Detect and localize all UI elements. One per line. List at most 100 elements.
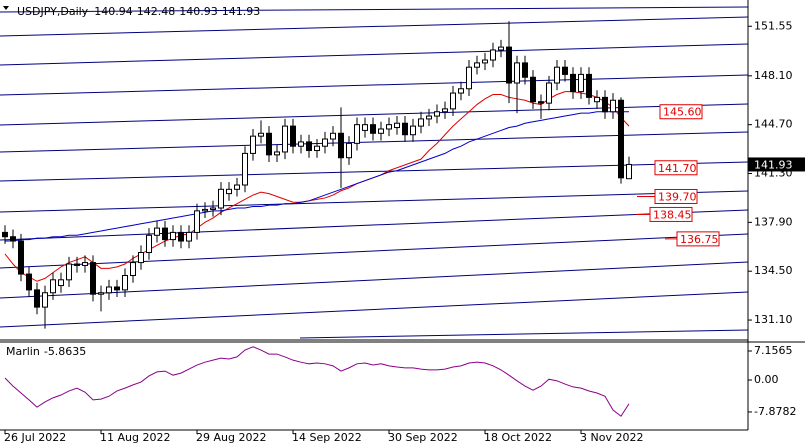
candle-body [330, 132, 336, 140]
candle-body [178, 231, 184, 242]
trend-line [0, 190, 749, 213]
candle-body [514, 62, 520, 84]
candle-body [106, 286, 112, 294]
candle-body [66, 263, 72, 281]
candle-body [10, 236, 16, 242]
candle-body [242, 152, 248, 186]
candle-body [602, 96, 608, 113]
candle-body [226, 188, 232, 195]
candle-body [162, 227, 168, 241]
candle-body [506, 46, 512, 84]
x-tick-label: 18 Oct 2022 [484, 431, 552, 444]
y-tick-label: 151.55 [754, 19, 793, 32]
candle-body [530, 76, 536, 103]
trend-line [0, 233, 749, 269]
candle-body [546, 82, 552, 104]
trend-line [0, 6, 749, 13]
y-tick-label: 137.90 [754, 215, 793, 228]
candle-body [274, 151, 280, 156]
candle-body [522, 62, 528, 78]
x-tick-label: 30 Sep 2022 [388, 431, 458, 444]
candle-body [474, 62, 480, 68]
candle-body [410, 125, 416, 136]
candle-body [498, 46, 504, 51]
header-open: 140.94 [94, 5, 133, 18]
candle-body [266, 132, 272, 156]
candle-body [18, 240, 24, 275]
candle-body [466, 66, 472, 90]
level-label: 136.75 [680, 233, 719, 246]
y-tick-label: 144.70 [754, 118, 793, 131]
indicator-line [4, 346, 630, 417]
candle-body [170, 231, 176, 241]
trend-line [0, 74, 749, 96]
candle-body [458, 88, 464, 94]
candle-body [618, 99, 624, 179]
header-icon [3, 6, 9, 10]
candle-body [290, 125, 296, 147]
level-label: 141.70 [658, 162, 697, 175]
candle-body [554, 66, 560, 84]
candle-body [378, 128, 384, 134]
indicator-value: -5.8635 [44, 345, 86, 358]
candle-body [114, 286, 120, 291]
candle-body [370, 124, 376, 134]
candle-body [186, 231, 192, 242]
y-tick-label: 134.50 [754, 264, 793, 277]
candle-body [26, 273, 32, 291]
candle-body [346, 142, 352, 159]
candle-body [362, 124, 368, 131]
level-box [649, 206, 693, 222]
trend-line [0, 16, 749, 37]
level-label: 145.60 [663, 106, 702, 119]
candle-body [74, 263, 80, 266]
x-tick-label: 26 Jul 2022 [4, 431, 66, 444]
level-label: 139.70 [658, 190, 697, 203]
indicator-header: Marlin -5.8635 [6, 345, 86, 358]
candle-body [402, 122, 408, 136]
header-close: 141.93 [222, 5, 261, 18]
candle-body [570, 73, 576, 93]
candle-body [394, 122, 400, 129]
header-low: 140.93 [179, 5, 218, 18]
moving-average [4, 91, 630, 282]
symbol: USDJPY,Daily [17, 5, 89, 18]
candle-body [146, 234, 152, 254]
candle-body [338, 132, 344, 159]
candle-body [82, 262, 88, 266]
candle-body [434, 111, 440, 117]
candle-body [2, 231, 8, 238]
candle-body [306, 141, 312, 152]
candle-body [42, 292, 48, 308]
candle-body [298, 141, 304, 147]
trend-line [0, 43, 749, 66]
x-tick-label: 29 Aug 2022 [196, 431, 266, 444]
x-tick-label: 11 Aug 2022 [100, 431, 170, 444]
candle-body [610, 99, 616, 113]
candle-body [586, 73, 592, 98]
indicator-y-tick-label: -7.8782 [754, 405, 796, 418]
candle-body [354, 124, 360, 144]
candle-body [450, 92, 456, 110]
candle-body [218, 188, 224, 209]
moving-average [5, 111, 629, 242]
candle-body [58, 279, 64, 287]
candle-body [538, 101, 544, 104]
trend-line [0, 209, 749, 241]
candle-body [210, 207, 216, 210]
candle-body [50, 279, 56, 294]
header-high: 142.48 [137, 5, 176, 18]
level-box [654, 160, 698, 176]
y-tick-label: 148.10 [754, 69, 793, 82]
indicator-y-tick-label: 7.1565 [754, 344, 793, 357]
candle-body [90, 262, 96, 295]
chart-header: USDJPY,Daily 140.94 142.48 140.93 141.93 [17, 5, 260, 18]
candle-body [250, 135, 256, 154]
candle-body [626, 163, 632, 180]
x-tick-label: 14 Sep 2022 [292, 431, 362, 444]
candle-body [482, 59, 488, 64]
candle-body [138, 252, 144, 264]
level-box [676, 231, 720, 247]
candle-body [98, 292, 104, 295]
